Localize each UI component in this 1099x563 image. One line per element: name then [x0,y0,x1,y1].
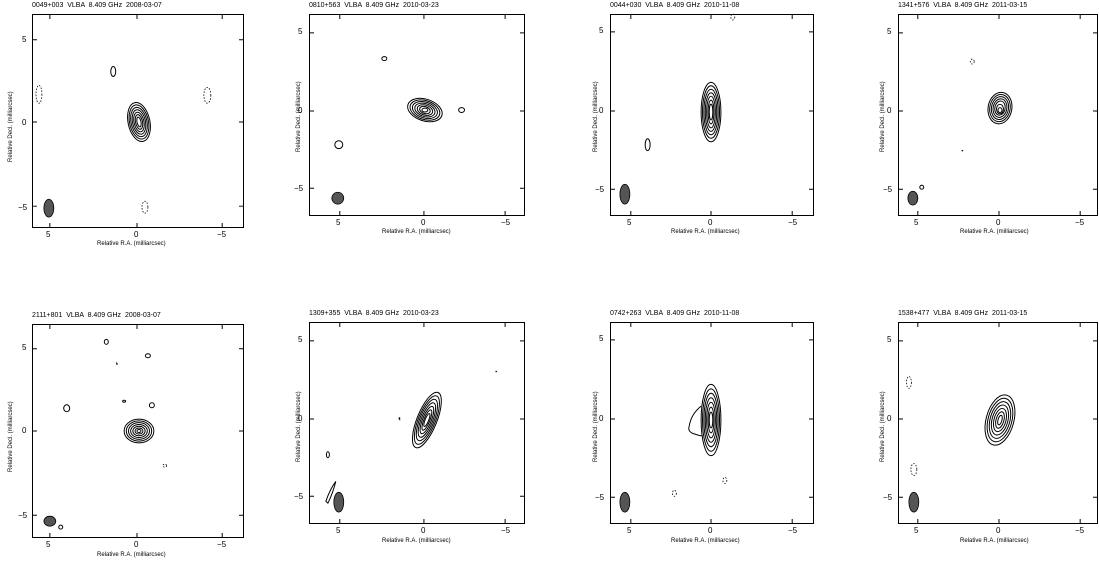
y-tick-label: −5 [595,185,605,194]
y-tick-label: 5 [22,343,27,352]
y-tick-label: 0 [298,106,303,115]
x-tick-label: −5 [788,218,798,227]
y-axis-label: Relative Decl. (milliarcsec) [8,401,14,472]
y-tick-label: −5 [294,492,304,501]
panel-title: 0810+563 VLBA 8.409 GHz 2010-03-23 [309,2,439,9]
x-axis-label: Relative R.A. (milliarcsec) [671,229,740,235]
x-tick-label: 0 [134,540,139,549]
x-tick-label: 0 [996,218,1001,227]
y-axis-label: Relative Decl. (milliarcsec) [8,91,14,162]
contour-map [310,15,524,215]
contour-map [611,323,813,523]
map-frame [309,14,525,216]
x-tick-label: 5 [627,526,632,535]
map-frame [610,13,814,216]
panel-title: 1309+355 VLBA 8.409 GHz 2010-03-23 [309,310,439,317]
y-tick-label: −5 [883,185,893,194]
y-axis-label: Relative Decl. (milliarcsec) [296,81,302,152]
y-tick-label: 5 [887,335,892,344]
x-tick-label: −5 [1075,526,1085,535]
contour-map [33,15,243,227]
contour-map [310,323,524,523]
x-axis-label: Relative R.A. (milliarcsec) [671,538,740,544]
panel-title: 2111+801 VLBA 8.409 GHz 2008-03-07 [32,312,161,319]
x-axis-label: Relative R.A. (milliarcsec) [960,538,1029,544]
map-frame [610,322,814,524]
x-tick-label: 5 [336,526,341,535]
y-tick-label: −5 [18,203,28,212]
x-tick-label: 5 [46,230,51,239]
y-tick-label: 5 [22,35,27,44]
contour-map [33,325,243,537]
y-axis-label: Relative Decl. (milliarcsec) [593,81,599,152]
x-axis-label: Relative R.A. (milliarcsec) [960,229,1029,235]
x-tick-label: 0 [708,218,713,227]
map-frame [32,14,244,228]
y-axis-label: Relative Decl. (milliarcsec) [593,391,599,462]
x-axis-label: Relative R.A. (milliarcsec) [382,229,451,235]
x-tick-label: 0 [708,526,713,535]
map-frame [309,322,525,524]
x-tick-label: −5 [217,540,227,549]
x-tick-label: 0 [421,218,426,227]
map-frame [898,14,1098,216]
x-tick-label: 0 [996,526,1001,535]
y-axis-label: Relative Decl. (milliarcsec) [880,81,886,152]
x-tick-label: 0 [134,230,139,239]
y-tick-label: 5 [298,27,303,36]
x-tick-label: −5 [788,526,798,535]
y-tick-label: 0 [22,426,27,435]
x-axis-label: Relative R.A. (milliarcsec) [97,552,166,558]
panel-title: 1341+576 VLBA 8.409 GHz 2011-03-15 [898,2,1028,9]
x-tick-label: −5 [217,230,227,239]
panel-title: 0044+030 VLBA 8.409 GHz 2010-11-08 [610,2,740,9]
y-tick-label: −5 [294,184,304,193]
y-tick-label: 5 [599,334,604,343]
y-tick-label: −5 [18,511,28,520]
x-axis-label: Relative R.A. (milliarcsec) [382,538,451,544]
x-tick-label: −5 [501,218,511,227]
x-tick-label: 5 [46,540,51,549]
contour-map [611,13,813,215]
y-axis-label: Relative Decl. (milliarcsec) [880,391,886,462]
x-tick-label: 5 [336,218,341,227]
panel-title: 1538+477 VLBA 8.409 GHz 2011-03-15 [898,310,1028,317]
y-axis-label: Relative Decl. (milliarcsec) [296,391,302,462]
y-tick-label: 0 [298,414,303,423]
y-tick-label: 5 [298,335,303,344]
panel-title: 0049+003 VLBA 8.409 GHz 2008-03-07 [32,2,162,9]
x-tick-label: 5 [914,218,919,227]
y-tick-label: 0 [887,414,892,423]
y-tick-label: −5 [883,493,893,502]
x-axis-label: Relative R.A. (milliarcsec) [97,241,166,247]
contour-map [899,323,1097,523]
y-tick-label: 0 [22,118,27,127]
y-tick-label: 5 [887,27,892,36]
panel-title: 0742+263 VLBA 8.409 GHz 2010-11-08 [610,310,740,317]
y-tick-label: 0 [599,414,604,423]
map-frame [898,322,1098,524]
x-tick-label: −5 [1075,218,1085,227]
y-tick-label: 5 [599,26,604,35]
y-tick-label: 0 [887,106,892,115]
y-tick-label: −5 [595,493,605,502]
map-frame [32,324,244,538]
x-tick-label: 5 [914,526,919,535]
contour-map [899,15,1097,215]
y-tick-label: 0 [599,106,604,115]
x-tick-label: 0 [421,526,426,535]
x-tick-label: −5 [501,526,511,535]
x-tick-label: 5 [627,218,632,227]
